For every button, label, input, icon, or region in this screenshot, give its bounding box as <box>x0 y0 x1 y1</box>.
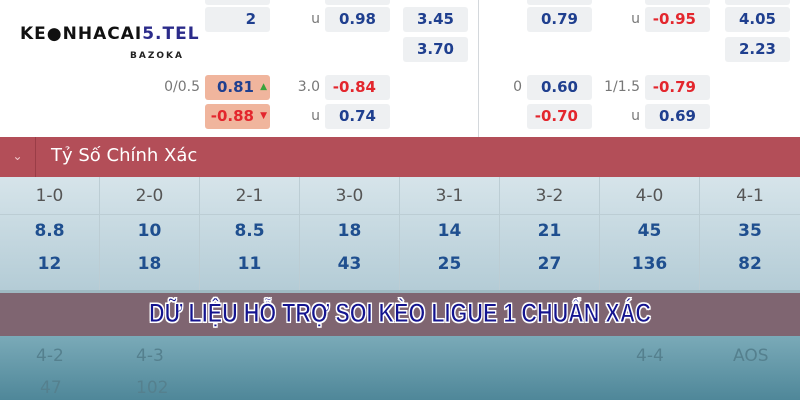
odds-value[interactable]: 10 <box>137 221 162 241</box>
score-column: 3-1 14 25 <box>400 177 500 290</box>
odds-value[interactable]: 14 <box>437 221 462 241</box>
odds-cell[interactable]: -0.70 <box>527 104 592 129</box>
odds-value[interactable]: 12 <box>37 254 62 274</box>
score-label: 3-2 <box>500 177 599 215</box>
banner-title: DỮ LIỆU HỖ TRỢ SOI KÈO LIGUE 1 CHUẨN XÁC <box>149 298 652 329</box>
odds-value[interactable]: 25 <box>437 254 462 274</box>
odds-value[interactable]: 8.5 <box>234 221 265 241</box>
score-column: 2-1 8.5 11 <box>200 177 300 290</box>
logo-domain: 5.TEL <box>142 24 200 44</box>
odds-cell[interactable] <box>725 0 790 5</box>
handicap-label: 0 <box>513 79 522 95</box>
handicap-label: 0/0.5 <box>164 79 200 95</box>
odds-value[interactable]: 11 <box>237 254 262 274</box>
section-header-correct-score[interactable]: ⌄ Tỷ Số Chính Xác <box>0 137 800 177</box>
odds-value: 0.81 <box>216 78 254 96</box>
odds-cell[interactable]: -0.84 <box>325 75 390 100</box>
score-label: 1-0 <box>0 177 99 215</box>
odds-value[interactable]: 82 <box>738 254 762 274</box>
odds-cell[interactable]: 2.23 <box>725 37 790 62</box>
total-label: 3.0 <box>297 79 320 95</box>
score-label: 3-1 <box>400 177 499 215</box>
total-label: 1/1.5 <box>604 79 640 95</box>
score-label: 4-1 <box>700 177 800 215</box>
odds-value[interactable]: 18 <box>137 254 162 274</box>
score-label: 4-0 <box>600 177 699 215</box>
under-label: u <box>311 108 320 124</box>
odds-cell[interactable]: 0.79 <box>527 7 592 32</box>
score-column: 4-1 35 82 <box>700 177 800 290</box>
odds-cell[interactable]: 0.60 <box>527 75 592 100</box>
odds-value[interactable]: 136 <box>631 254 668 274</box>
odds-value[interactable]: 8.8 <box>34 221 65 241</box>
score-grid: 1-0 8.8 12 2-0 10 18 2-1 8.5 11 3-0 18 43 3-1 14 2… <box>0 177 800 290</box>
odds-table: 2 u 0.98 3.45 0.79 u -0.95 4.05 3.70 2.2… <box>0 0 800 137</box>
odds-cell[interactable]: 0.98 <box>325 7 390 32</box>
odds-value[interactable]: 43 <box>337 254 362 274</box>
under-label: u <box>631 11 640 27</box>
score-label: 2-0 <box>100 177 199 215</box>
odds-cell[interactable]: 2 <box>205 7 270 32</box>
overlay-band <box>0 290 800 336</box>
logo-text: KE <box>20 24 47 44</box>
site-logo: KE●NHACAI5.TEL BAZOKA <box>0 8 200 68</box>
odds-value[interactable]: 21 <box>537 221 562 241</box>
score-column: 3-0 18 43 <box>300 177 400 290</box>
odds-value[interactable]: 35 <box>738 221 762 241</box>
odds-cell[interactable]: -0.79 <box>645 75 710 100</box>
odds-cell[interactable]: 0.69 <box>645 104 710 129</box>
logo-subtitle: BAZOKA <box>130 51 184 61</box>
score-label: 3-0 <box>300 177 399 215</box>
under-label: u <box>311 11 320 27</box>
odds-value[interactable]: 45 <box>637 221 662 241</box>
score-label: 2-1 <box>200 177 299 215</box>
score-label: 4-4 <box>636 346 664 366</box>
odds-cell[interactable] <box>527 0 592 5</box>
under-label: u <box>631 108 640 124</box>
odds-cell[interactable]: -0.95 <box>645 7 710 32</box>
odds-cell[interactable]: 4.05 <box>725 7 790 32</box>
odds-cell[interactable]: 0.74 <box>325 104 390 129</box>
odds-value: -0.88 <box>210 107 254 125</box>
score-column: 3-2 21 27 <box>500 177 600 290</box>
score-label: AOS <box>733 346 769 366</box>
score-column: 2-0 10 18 <box>100 177 200 290</box>
odds-cell[interactable] <box>205 0 270 5</box>
odds-value: 102 <box>136 378 169 398</box>
chevron-down-icon[interactable]: ⌄ <box>0 137 36 177</box>
ball-icon: ● <box>46 24 63 44</box>
score-column: 1-0 8.8 12 <box>0 177 100 290</box>
odds-cell[interactable] <box>325 0 390 5</box>
score-label: 4-2 <box>36 346 64 366</box>
faded-score-row: 4-2 4-3 4-4 AOS 47 102 <box>0 336 800 400</box>
odds-value[interactable]: 18 <box>337 221 362 241</box>
odds-cell[interactable]: 0.81 ▲ <box>205 75 270 100</box>
column-divider <box>478 0 479 137</box>
odds-cell[interactable]: 3.45 <box>403 7 468 32</box>
section-title: Tỷ Số Chính Xác <box>51 145 198 166</box>
odds-value: 47 <box>40 378 62 398</box>
score-label: 4-3 <box>136 346 164 366</box>
logo-text: NHACAI <box>62 24 143 44</box>
arrow-up-icon: ▲ <box>260 82 267 92</box>
arrow-down-icon: ▼ <box>260 111 267 121</box>
odds-value[interactable]: 27 <box>537 254 562 274</box>
odds-cell[interactable]: 3.70 <box>403 37 468 62</box>
score-column: 4-0 45 136 <box>600 177 700 290</box>
odds-cell[interactable]: -0.88 ▼ <box>205 104 270 129</box>
odds-cell[interactable] <box>645 0 710 5</box>
